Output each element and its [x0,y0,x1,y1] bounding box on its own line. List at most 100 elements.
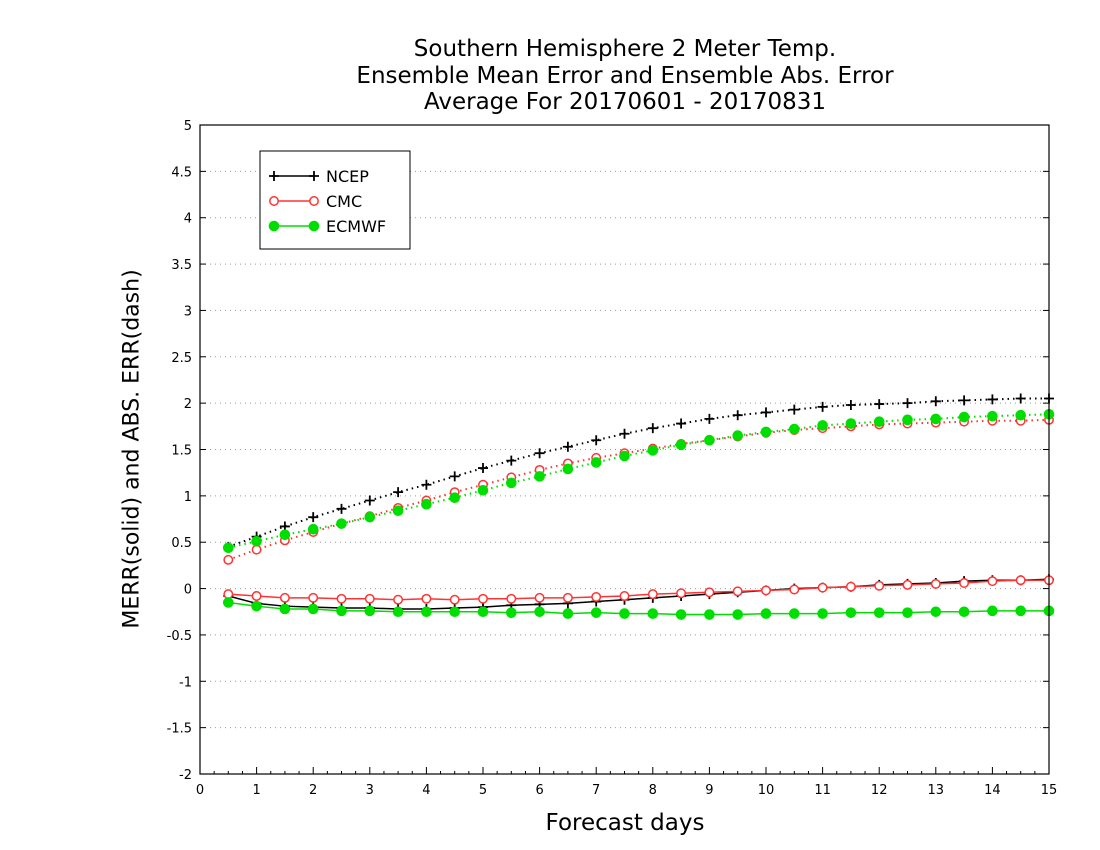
legend-marker-right-cmc [309,196,319,206]
legend-box [259,150,411,250]
series-ecmwf-merr-point-5 [364,605,376,617]
series-ecmwf-merr-point-14 [619,608,630,619]
x-tick-label-14: 14 [984,783,1001,798]
series-ecmwf-abs-err-point-22 [845,418,857,429]
series-cmc [223,414,1054,605]
series-ecmwf-merr-point-16 [675,609,687,620]
series-ecmwf-abs-err-point-27 [987,410,998,422]
series-ecmwf-abs-err-point-9 [477,484,489,496]
y-tick-label-2: -1 [179,675,192,690]
series-ecmwf-abs-err-point-16 [675,439,687,451]
series-layer [223,393,1055,620]
series-ecmwf-merr-point-21 [817,608,828,619]
series-ecmwf-abs-err-point-14 [619,450,630,462]
series-ecmwf-abs-err-point-28 [1015,409,1027,421]
series-cmc-merr-point-10 [506,593,517,604]
series-ncep-abs-err-point-11 [534,448,545,459]
series-cmc-merr-point-1 [251,591,262,601]
legend-label-cmc: CMC [326,192,362,211]
x-tick-label-2: 2 [309,783,317,798]
series-ecmwf-merr-point-18 [732,609,744,620]
series-ecmwf-abs-err-point-4 [336,518,347,529]
series-ecmwf-merr-point-6 [392,606,404,618]
x-tick-label-1: 1 [252,783,260,798]
series-ecmwf-merr-point-9 [477,606,489,618]
series-cmc-merr-point-4 [336,593,347,604]
series-ncep-abs-err-point-5 [364,495,375,506]
series-ncep-abs-err-point-12 [562,441,573,452]
series-ncep-abs-err-point-6 [393,487,404,498]
series-ecmwf-merr-point-19 [760,608,772,619]
series-cmc-merr-point-20 [789,584,800,595]
series-ecmwf-abs-err-point-25 [930,413,942,425]
series-ecmwf-merr-point-15 [647,608,659,619]
series-ecmwf-abs-err-point-26 [958,411,970,423]
series-ecmwf-abs-err-point-0 [223,542,234,554]
y-tick-label-4: 0 [184,583,192,598]
x-tick-label-3: 3 [366,783,374,798]
series-ncep-abs-err-point-28 [1015,393,1026,404]
series-cmc-merr-point-18 [732,586,743,597]
series-ecmwf-merr-point-10 [506,607,517,618]
series-ecmwf-abs-err-point-8 [449,492,461,504]
series-cmc-merr-point-24 [902,579,913,590]
y-tick-label-9: 2.5 [171,351,192,366]
series-ecmwf-merr-point-20 [789,608,800,619]
series-ncep-abs-err-point-20 [789,404,800,415]
series-ecmwf-merr-point-3 [307,603,319,615]
series-ecmwf-merr-point-28 [1015,605,1027,617]
y-tick-label-12: 4 [184,212,192,227]
series-ncep-abs-err-point-19 [761,407,771,418]
series-cmc-merr-point-2 [279,592,290,603]
x-tick-label-11: 11 [814,783,831,798]
series-cmc-merr-point-19 [761,585,771,596]
series-cmc-merr-point-14 [619,591,630,601]
series-ecmwf-merr-point-23 [873,607,885,618]
series-cmc-merr-point-9 [478,593,488,604]
series-ncep-abs-err-point-23 [874,399,885,410]
series-ecmwf-abs-err-point-6 [392,505,404,516]
series-ncep-abs-err-point-7 [421,479,432,490]
series-ecmwf-merr-point-17 [704,609,715,620]
series-cmc-abs-err-point-0 [223,554,234,565]
series-ncep-abs-err-point-27 [987,394,998,405]
series-cmc-merr-point-28 [1015,575,1026,586]
series-cmc-merr-point-11 [534,592,545,603]
x-tick-label-6: 6 [535,783,543,798]
series-ecmwf-merr-point-13 [590,607,602,618]
series-ecmwf-abs-err-point-18 [732,430,744,441]
series-cmc-merr-point-26 [959,578,970,588]
series-ecmwf-merr-point-27 [987,605,998,617]
series-ncep-abs-err-point-3 [308,512,319,523]
series-ecmwf-abs-err-point-3 [307,523,319,535]
series-ecmwf-merr-point-11 [534,606,545,618]
series-ecmwf-merr-point-0 [223,597,234,608]
x-tick-label-10: 10 [758,783,775,798]
x-tick-label-13: 13 [928,783,945,798]
series-ncep-abs-err-point-25 [930,396,941,407]
legend-marker-left-cmc [269,196,279,206]
series-ecmwf-abs-err-point-15 [647,445,659,456]
series-ncep-abs-err-line [227,397,1049,548]
series-cmc-merr-point-0 [223,589,234,600]
series-ecmwf-merr-point-24 [902,607,913,618]
series-ncep-abs-err-point-9 [478,463,488,474]
y-tick-label-11: 3.5 [171,258,192,273]
y-tick-label-6: 1 [184,490,192,505]
series-cmc-merr-point-16 [676,588,687,599]
series-ecmwf-abs-err-point-13 [590,457,602,468]
series-ecmwf-abs-err-point-10 [506,477,517,489]
series-ecmwf-merr-point-1 [251,600,262,612]
x-axis-ticks: 0 1 2 3 4 5 6 7 8 9 10 11 12 13 14 15 [196,767,1057,798]
series-ecmwf-abs-err-point-1 [251,535,262,547]
legend-label-ecmwf: ECMWF [326,217,386,236]
series-cmc-merr-point-25 [930,578,941,589]
series-cmc-merr-point-13 [591,591,602,602]
legend-label-ncep: NCEP [326,167,369,186]
y-tick-label-10: 3 [184,304,192,319]
series-ecmwf-merr-point-7 [421,606,432,618]
x-tick-label-7: 7 [592,783,600,798]
series-ecmwf-abs-err-point-17 [704,434,715,446]
series-ncep-abs-err-point-10 [506,455,517,466]
